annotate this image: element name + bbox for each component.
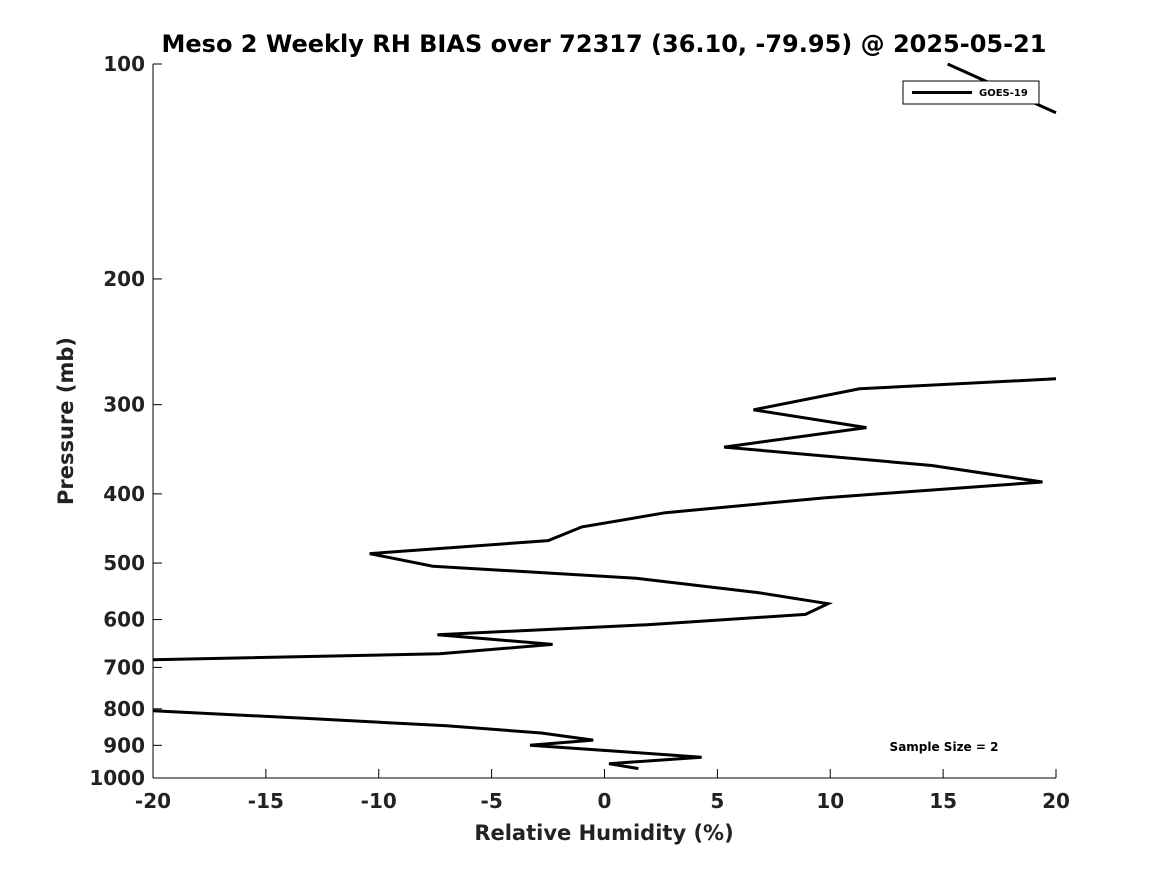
x-axis-label: Relative Humidity (%): [474, 821, 733, 845]
y-tick-label: 800: [103, 697, 145, 721]
x-tick-label: 5: [710, 789, 724, 813]
x-tick-label: 20: [1042, 789, 1070, 813]
x-tick-label: 15: [929, 789, 957, 813]
x-tick-label: 0: [598, 789, 612, 813]
y-tick-label: 600: [103, 608, 145, 632]
y-tick-label: 100: [103, 52, 145, 76]
x-tick-label: 10: [816, 789, 844, 813]
legend-label-goes-19: GOES-19: [979, 88, 1028, 99]
x-tick-label: -15: [248, 789, 284, 813]
series-line-goes-19: [152, 377, 1057, 662]
x-tick-label: -10: [361, 789, 397, 813]
chart-title: Meso 2 Weekly RH BIAS over 72317 (36.10,…: [162, 30, 1047, 58]
y-tick-label: 300: [103, 393, 145, 417]
x-axis-ticks: -20 -15 -10 -5 0 5 10 15 20: [135, 769, 1070, 813]
x-tick-label: -5: [481, 789, 503, 813]
x-tick-label: -20: [135, 789, 171, 813]
y-tick-label: 900: [103, 733, 145, 757]
y-tick-label: 200: [103, 267, 145, 291]
y-tick-label: 700: [103, 655, 145, 679]
y-tick-label: 1000: [89, 766, 145, 790]
y-axis-ticks: 100 200 300 400 500 600 700 800 900 1000: [89, 52, 162, 790]
legend: GOES-19: [902, 80, 1040, 105]
sample-size-annotation: Sample Size = 2: [890, 740, 999, 754]
y-tick-label: 400: [103, 482, 145, 506]
series-line-goes-19: [152, 709, 702, 771]
y-axis-label: Pressure (mb): [54, 337, 78, 505]
y-tick-label: 500: [103, 551, 145, 575]
